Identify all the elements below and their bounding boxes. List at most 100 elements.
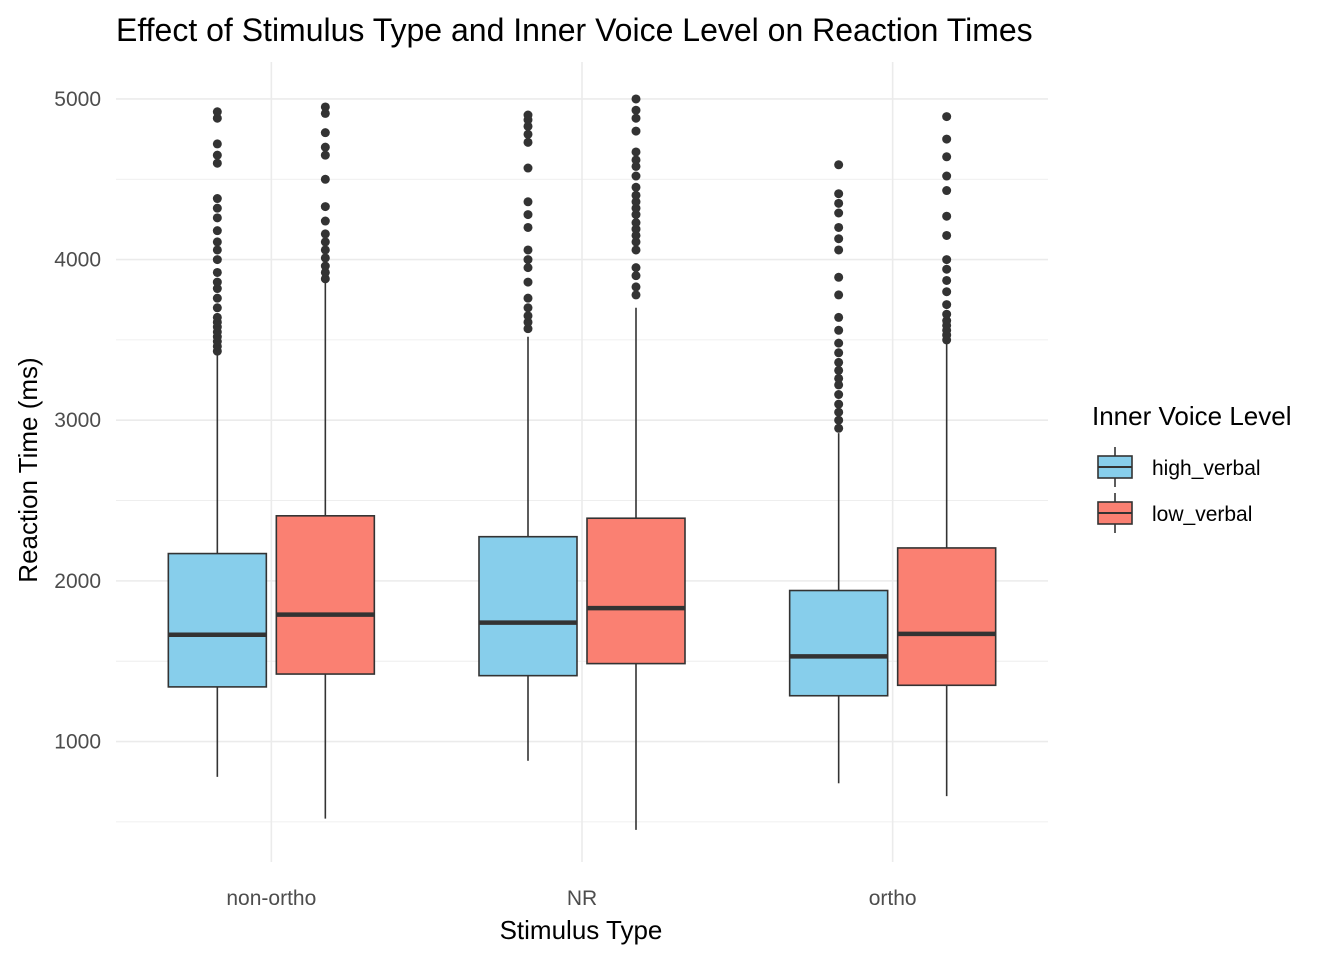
outlier-point <box>523 303 533 313</box>
box-high_verbal-ortho <box>788 160 889 784</box>
legend: Inner Voice Level high_verbal low_verbal <box>1092 401 1291 533</box>
outlier-point <box>523 293 533 303</box>
outlier-point <box>320 216 330 226</box>
x-axis-ticks: non-ortho NR ortho <box>226 887 916 910</box>
outlier-point <box>212 107 222 117</box>
outlier-point <box>631 105 641 115</box>
outlier-point <box>631 190 641 200</box>
outlier-point <box>631 94 641 104</box>
outlier-point <box>320 174 330 184</box>
legend-title: Inner Voice Level <box>1092 401 1291 431</box>
outlier-point <box>320 253 330 263</box>
outlier-point <box>523 324 533 334</box>
outlier-point <box>942 134 952 144</box>
outlier-point <box>942 264 952 274</box>
outlier-point <box>631 182 641 192</box>
box-iqr <box>586 517 686 665</box>
outlier-point <box>834 160 844 170</box>
outlier-point <box>631 161 641 171</box>
outlier-point <box>212 267 222 277</box>
outlier-point <box>834 245 844 255</box>
outlier-point <box>212 293 222 303</box>
outlier-point <box>631 263 641 273</box>
outlier-point <box>212 255 222 265</box>
outlier-point <box>212 245 222 255</box>
outlier-point <box>320 261 330 271</box>
outlier-point <box>212 139 222 149</box>
box-high_verbal-non-ortho <box>167 107 268 777</box>
outlier-point <box>523 197 533 207</box>
x-tick-label: ortho <box>869 887 917 910</box>
box-plots <box>167 94 997 830</box>
outlier-point <box>212 277 222 287</box>
y-axis-ticks: 1000 2000 3000 4000 5000 <box>54 88 101 754</box>
outlier-point <box>834 312 844 322</box>
outlier-point <box>942 255 952 265</box>
outlier-point <box>631 210 641 220</box>
y-tick-label: 4000 <box>54 249 101 272</box>
y-tick-label: 5000 <box>54 88 101 111</box>
outlier-point <box>320 245 330 255</box>
outlier-point <box>523 110 533 120</box>
outlier-point <box>212 194 222 204</box>
legend-item-high_verbal: high_verbal <box>1097 447 1261 487</box>
outlier-point <box>834 189 844 199</box>
outlier-point <box>942 300 952 310</box>
outlier-point <box>212 303 222 313</box>
box-iqr <box>275 515 376 675</box>
outlier-point <box>631 237 641 247</box>
legend-label: low_verbal <box>1152 503 1252 526</box>
x-tick-label: non-ortho <box>226 887 316 910</box>
outlier-point <box>631 126 641 136</box>
outlier-point <box>942 112 952 122</box>
legend-items: high_verbal low_verbal <box>1097 447 1261 533</box>
outlier-point <box>834 415 844 425</box>
outlier-point <box>320 108 330 118</box>
outlier-point <box>834 272 844 282</box>
outlier-point <box>631 230 641 240</box>
legend-item-low_verbal: low_verbal <box>1097 493 1252 533</box>
outlier-point <box>631 245 641 255</box>
outlier-point <box>523 222 533 232</box>
y-tick-label: 3000 <box>54 409 101 432</box>
box-low_verbal-non-ortho <box>275 102 376 819</box>
outlier-point <box>212 113 222 123</box>
outlier-point <box>523 210 533 220</box>
outlier-point <box>523 311 533 321</box>
outlier-point <box>320 150 330 160</box>
grid-lines <box>116 62 1048 862</box>
outlier-point <box>212 158 222 168</box>
outlier-point <box>834 373 844 383</box>
outlier-point <box>631 224 641 234</box>
outlier-point <box>523 137 533 147</box>
outlier-point <box>834 390 844 400</box>
outlier-point <box>523 245 533 255</box>
outlier-point <box>942 316 952 326</box>
outlier-point <box>834 380 844 390</box>
box-iqr <box>788 589 889 697</box>
outlier-point <box>212 284 222 294</box>
x-tick-label: NR <box>567 887 597 910</box>
outlier-point <box>942 171 952 181</box>
outlier-point <box>942 230 952 240</box>
x-axis-title: Stimulus Type <box>500 915 663 945</box>
outlier-point <box>523 263 533 273</box>
chart-title: Effect of Stimulus Type and Inner Voice … <box>116 12 1033 48</box>
outlier-point <box>834 338 844 348</box>
outlier-point <box>834 290 844 300</box>
outlier-point <box>631 171 641 181</box>
outlier-point <box>212 226 222 236</box>
outlier-point <box>631 271 641 281</box>
outlier-point <box>631 113 641 123</box>
outlier-point <box>523 129 533 139</box>
legend-label: high_verbal <box>1152 457 1261 480</box>
box-low_verbal-ortho <box>896 112 997 797</box>
outlier-point <box>320 274 330 284</box>
outlier-point <box>523 121 533 131</box>
outlier-point <box>834 357 844 367</box>
outlier-point <box>320 229 330 239</box>
outlier-point <box>212 237 222 247</box>
y-tick-label: 1000 <box>54 731 101 754</box>
outlier-point <box>942 211 952 221</box>
